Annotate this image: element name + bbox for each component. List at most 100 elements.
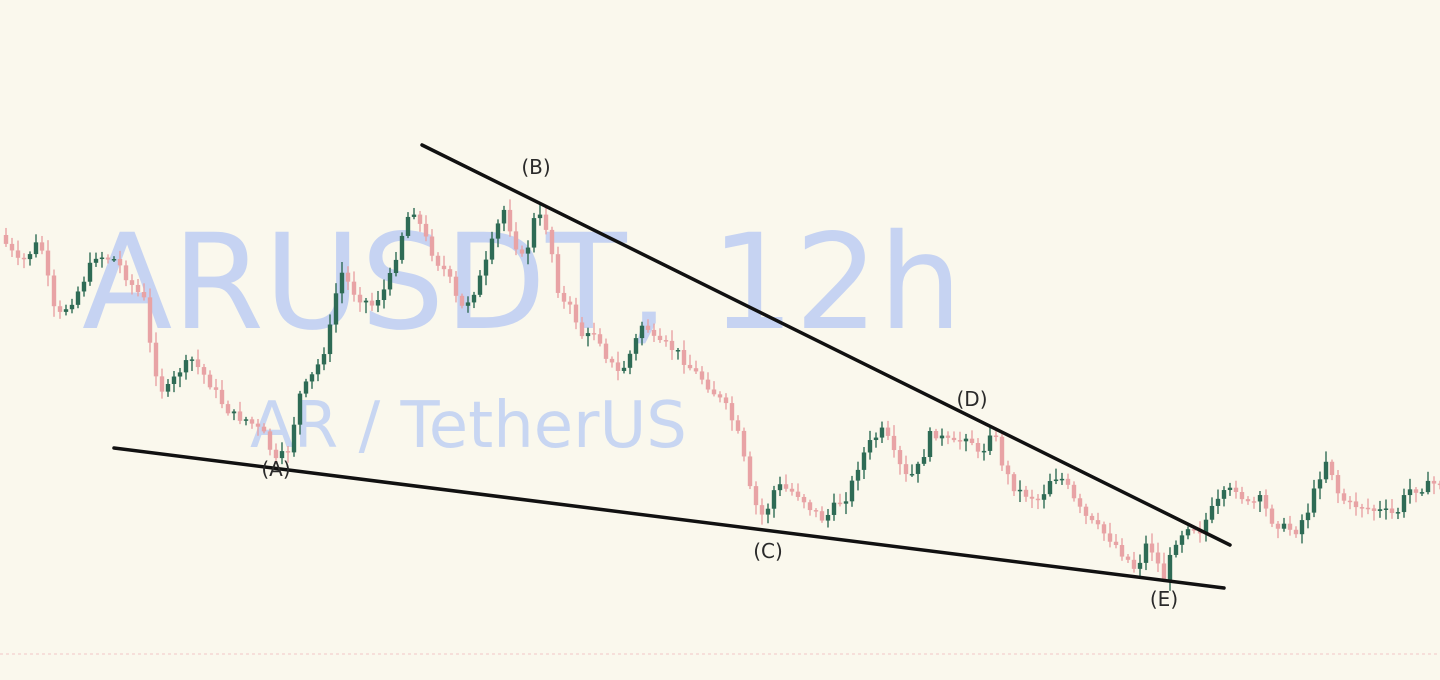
candle-body (891, 435, 897, 451)
candle-body (1419, 492, 1425, 494)
candle-body (855, 469, 861, 481)
candle-body (297, 393, 303, 425)
candle-body (729, 403, 735, 421)
candle-body (249, 419, 255, 424)
candle-body (321, 354, 327, 365)
candle-body (705, 379, 711, 390)
candle-body (981, 450, 987, 453)
candle-body (1041, 494, 1047, 500)
candle-body (363, 300, 369, 303)
candle-body (969, 438, 975, 443)
candle-body (1185, 529, 1191, 536)
candle-body (1287, 523, 1293, 530)
candle-body (1215, 498, 1221, 506)
candle-body (357, 294, 363, 303)
candle-body (1251, 501, 1257, 503)
candle-body (1407, 489, 1413, 496)
candle-body (1227, 487, 1233, 491)
candle-body (1101, 524, 1107, 534)
candle-body (1437, 483, 1440, 486)
candle-body (861, 452, 867, 470)
candle-body (447, 269, 453, 277)
candle-body (627, 353, 633, 368)
wave-label: (E) (1150, 587, 1178, 611)
candle-body (279, 451, 285, 459)
candle-body (1107, 533, 1113, 542)
candle-body (1125, 556, 1131, 560)
trendline-support (112, 446, 1226, 590)
candle-body (21, 257, 27, 260)
candle-body (1071, 484, 1077, 499)
candle-body (1239, 492, 1245, 500)
candle-body (171, 376, 177, 384)
candle-body (759, 505, 765, 515)
candle-body (1233, 487, 1239, 493)
candle-body (1389, 508, 1395, 514)
candle-body (1299, 520, 1305, 535)
candle-body (165, 383, 171, 392)
candle-body (147, 297, 153, 343)
candle-body (1353, 501, 1359, 508)
candle-body (105, 257, 111, 260)
candle-body (27, 254, 33, 260)
candle-body (471, 294, 477, 303)
candle-body (669, 340, 675, 351)
candle-body (1143, 543, 1149, 563)
candle-body (303, 381, 309, 394)
candle-body (1029, 496, 1035, 499)
candle-body (489, 238, 495, 260)
candle-body (243, 419, 249, 421)
candle-body (1317, 479, 1323, 489)
candle-body (603, 343, 609, 359)
candle-body (1035, 498, 1041, 501)
candle-body (831, 502, 837, 515)
trendlines (112, 143, 1232, 590)
candle-body (1413, 489, 1419, 493)
candle-body (1089, 515, 1095, 521)
candle-body (291, 424, 297, 453)
candle-body (9, 243, 15, 251)
candle-body (333, 293, 339, 325)
candle-body (39, 242, 45, 251)
candlestick-series (3, 199, 1440, 591)
candle-body (51, 275, 57, 307)
candle-body (681, 350, 687, 365)
candle-body (501, 209, 507, 224)
candle-body (375, 300, 381, 306)
candle-body (285, 451, 291, 453)
candle-body (1023, 489, 1029, 497)
candle-body (1131, 559, 1137, 569)
candle-body (183, 360, 189, 373)
candle-body (1005, 465, 1011, 475)
candle-body (813, 510, 819, 512)
candle-body (387, 273, 393, 290)
candle-body (345, 272, 351, 282)
trendline-resistance (420, 143, 1232, 547)
candle-body (1113, 541, 1119, 546)
candle-body (1137, 562, 1143, 569)
candle-body (33, 242, 39, 255)
candle-body (1377, 509, 1383, 511)
candle-body (1161, 563, 1167, 581)
candle-body (897, 450, 903, 465)
candle-body (573, 304, 579, 323)
candle-body (69, 304, 75, 310)
candle-body (1425, 480, 1431, 493)
candle-body (1203, 519, 1209, 534)
candle-body (1047, 481, 1053, 495)
candle-body (975, 442, 981, 452)
candle-body (1221, 490, 1227, 499)
candle-body (177, 372, 183, 377)
candle-body (651, 329, 657, 336)
candle-body (789, 488, 795, 492)
candle-body (915, 463, 921, 474)
candle-body (1245, 499, 1251, 502)
candle-body (507, 209, 513, 232)
candle-body (255, 423, 261, 427)
candle-body (141, 292, 147, 298)
candle-body (153, 342, 159, 377)
candle-body (1167, 554, 1173, 581)
candle-body (1329, 461, 1335, 476)
candle-body (1017, 489, 1023, 492)
candle-body (309, 374, 315, 382)
